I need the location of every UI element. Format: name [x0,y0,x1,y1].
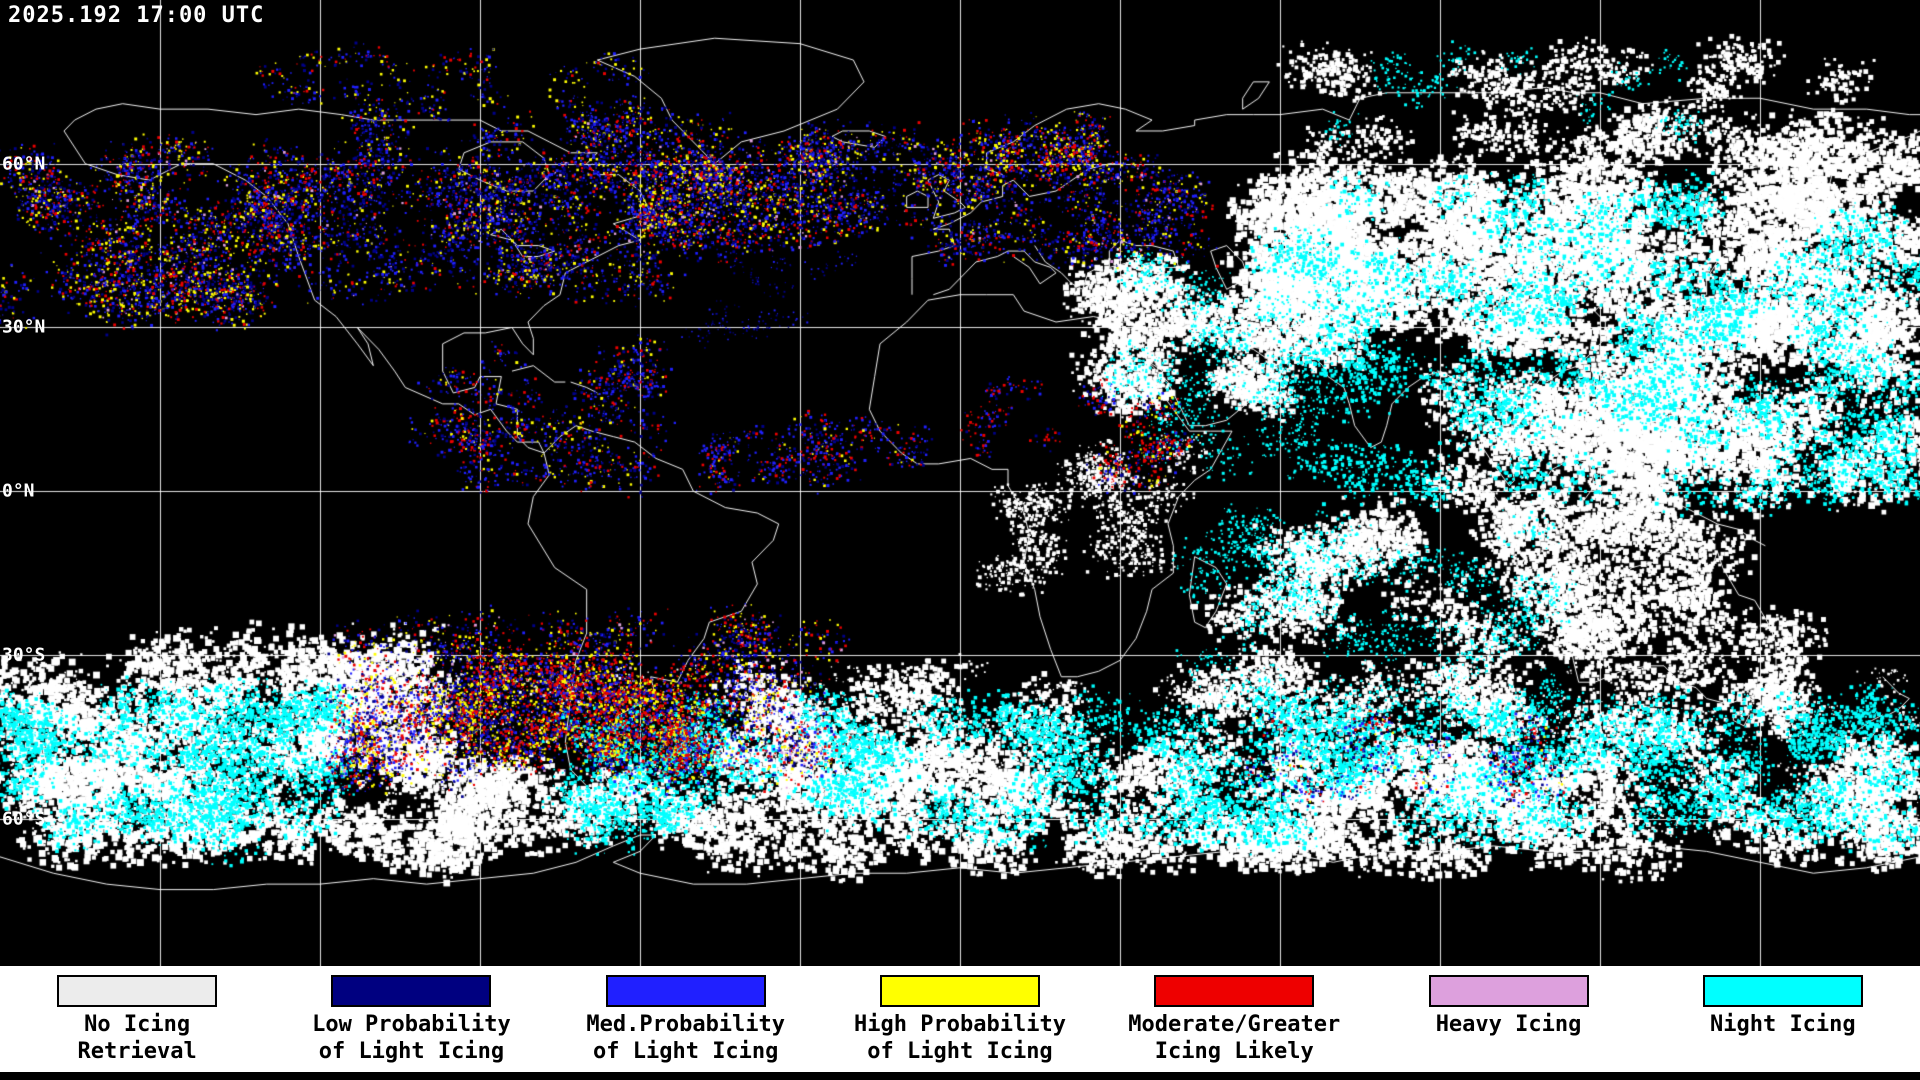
legend-item-low-probability-light-icing: Low Probability of Light Icing [274,966,548,1072]
legend-label: Heavy Icing [1436,1011,1582,1038]
moderate-greater-icing-swatch [1154,975,1315,1007]
lat-label: 30°S [2,644,46,666]
legend-label-line: of Light Icing [867,1039,1053,1064]
legend-item-no-icing-retrieval: No Icing Retrieval [0,966,274,1072]
legend-label-line: Med.Probability [586,1012,786,1037]
legend-label: Moderate/Greater Icing Likely [1128,1011,1340,1065]
legend-item-moderate-greater-icing: Moderate/Greater Icing Likely [1097,966,1371,1072]
legend-label: Night Icing [1710,1011,1856,1038]
legend-item-heavy-icing: Heavy Icing [1371,966,1645,1072]
med-probability-light-icing-swatch [605,975,766,1007]
map-area: 2025.192 17:00 UTC 60°N 30°N 0°N 30°S 60°S [0,0,1920,966]
legend-label-line: of Light Icing [318,1039,505,1064]
legend-label-line: High Probability [854,1012,1066,1037]
legend-item-med-probability-light-icing: Med.Probability of Light Icing [549,966,823,1072]
legend-label-line: Moderate/Greater [1128,1012,1341,1037]
legend-label-line: Night Icing [1709,1012,1856,1037]
high-probability-light-icing-swatch [879,975,1040,1007]
heavy-icing-swatch [1428,975,1589,1007]
legend-item-high-probability-light-icing: High Probability of Light Icing [823,966,1097,1072]
timestamp: 2025.192 17:00 UTC [8,3,265,28]
lat-label: 0°N [2,480,35,502]
legend: No Icing Retrieval Low Probability of Light… [0,966,1920,1072]
lat-label: 60°N [2,153,46,175]
low-probability-light-icing-swatch [331,975,492,1007]
legend-label-line: of Light Icing [592,1039,779,1064]
legend-label-line: Heavy Icing [1435,1012,1582,1037]
icing-map-canvas [0,0,1920,966]
lat-label: 30°N [2,316,46,338]
legend-label: Low Probability of Light Icing [312,1011,511,1065]
bottom-bar [0,1072,1920,1080]
legend-label: High Probability of Light Icing [854,1011,1066,1065]
legend-label-line: No Icing [84,1012,191,1037]
legend-label: Med.Probability of Light Icing [586,1011,785,1065]
legend-label-line: Icing Likely [1154,1039,1314,1064]
lat-label: 60°S [2,808,46,830]
legend-label-line: Low Probability [312,1012,511,1037]
no-icing-retrieval-swatch [57,975,218,1007]
legend-item-night-icing: Night Icing [1646,966,1920,1072]
night-icing-swatch [1702,975,1863,1007]
legend-label-line: Retrieval [77,1039,197,1064]
legend-label: No Icing Retrieval [78,1011,197,1065]
